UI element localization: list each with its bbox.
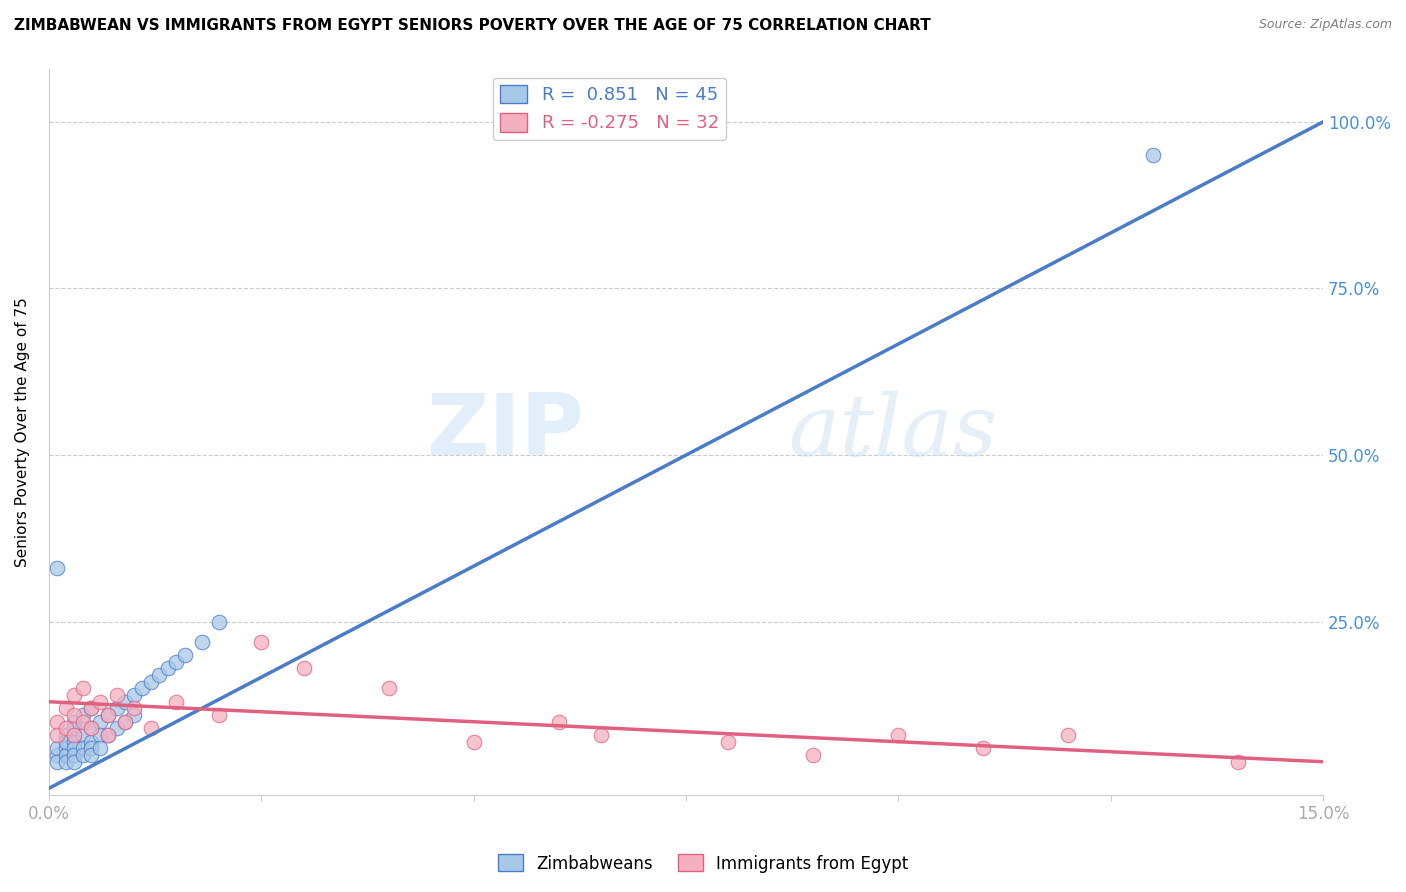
Point — [63, 722, 86, 736]
Point — [63, 747, 86, 762]
Y-axis label: Seniors Poverty Over the Age of 75: Seniors Poverty Over the Age of 75 — [15, 297, 30, 566]
Point — [105, 722, 128, 736]
Point — [55, 747, 77, 762]
Point — [63, 755, 86, 769]
Point — [717, 735, 740, 749]
Point — [72, 747, 94, 762]
Point — [377, 681, 399, 696]
Point — [589, 728, 612, 742]
Point — [63, 688, 86, 702]
Point — [72, 728, 94, 742]
Point — [63, 714, 86, 729]
Point — [63, 741, 86, 756]
Point — [55, 701, 77, 715]
Point — [46, 741, 69, 756]
Point — [190, 634, 212, 648]
Point — [122, 688, 145, 702]
Text: ZIP: ZIP — [426, 391, 583, 474]
Point — [55, 735, 77, 749]
Point — [63, 728, 86, 742]
Point — [46, 561, 69, 575]
Point — [292, 661, 315, 675]
Point — [105, 701, 128, 715]
Point — [972, 741, 994, 756]
Point — [72, 741, 94, 756]
Point — [80, 722, 103, 736]
Point — [72, 714, 94, 729]
Point — [463, 735, 485, 749]
Point — [55, 755, 77, 769]
Point — [89, 714, 111, 729]
Point — [80, 701, 103, 715]
Point — [46, 714, 69, 729]
Point — [156, 661, 179, 675]
Point — [1057, 728, 1080, 742]
Point — [63, 728, 86, 742]
Point — [55, 722, 77, 736]
Point — [55, 741, 77, 756]
Point — [72, 708, 94, 723]
Point — [97, 708, 120, 723]
Legend: Zimbabweans, Immigrants from Egypt: Zimbabweans, Immigrants from Egypt — [491, 847, 915, 880]
Point — [139, 722, 162, 736]
Point — [80, 735, 103, 749]
Point — [208, 708, 231, 723]
Point — [63, 735, 86, 749]
Text: atlas: atlas — [787, 391, 997, 473]
Point — [55, 728, 77, 742]
Point — [139, 674, 162, 689]
Point — [1227, 755, 1250, 769]
Point — [46, 755, 69, 769]
Point — [250, 634, 273, 648]
Point — [165, 655, 187, 669]
Point — [105, 688, 128, 702]
Point — [114, 695, 136, 709]
Point — [46, 728, 69, 742]
Text: ZIMBABWEAN VS IMMIGRANTS FROM EGYPT SENIORS POVERTY OVER THE AGE OF 75 CORRELATI: ZIMBABWEAN VS IMMIGRANTS FROM EGYPT SENI… — [14, 18, 931, 33]
Point — [63, 708, 86, 723]
Point — [1142, 148, 1164, 162]
Point — [89, 695, 111, 709]
Point — [89, 741, 111, 756]
Point — [148, 668, 170, 682]
Point — [80, 747, 103, 762]
Point — [72, 681, 94, 696]
Point — [80, 741, 103, 756]
Legend: R =  0.851   N = 45, R = -0.275   N = 32: R = 0.851 N = 45, R = -0.275 N = 32 — [494, 78, 725, 140]
Point — [208, 615, 231, 629]
Point — [173, 648, 195, 662]
Point — [131, 681, 153, 696]
Point — [80, 722, 103, 736]
Point — [122, 701, 145, 715]
Point — [165, 695, 187, 709]
Point — [547, 714, 569, 729]
Point — [97, 728, 120, 742]
Point — [114, 714, 136, 729]
Point — [114, 714, 136, 729]
Point — [122, 708, 145, 723]
Point — [89, 728, 111, 742]
Point — [80, 701, 103, 715]
Point — [803, 747, 825, 762]
Point — [97, 728, 120, 742]
Point — [97, 708, 120, 723]
Point — [46, 747, 69, 762]
Point — [887, 728, 910, 742]
Text: Source: ZipAtlas.com: Source: ZipAtlas.com — [1258, 18, 1392, 31]
